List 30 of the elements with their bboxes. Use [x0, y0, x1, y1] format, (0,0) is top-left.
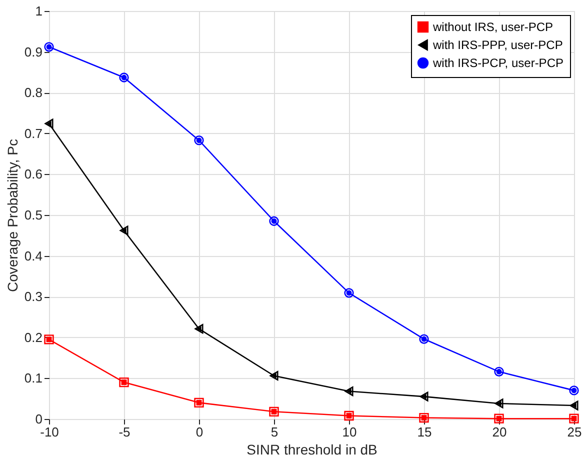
y-tick-label: 0.6 — [24, 166, 42, 182]
legend-label: without IRS, user-PCP — [432, 20, 554, 34]
point — [270, 370, 278, 381]
point — [419, 412, 429, 423]
y-tick-label: 0.1 — [24, 370, 42, 386]
y-tick-label: 0.7 — [24, 126, 42, 141]
point — [344, 386, 354, 396]
y-tick-label: 0.5 — [24, 208, 42, 222]
y-tick-label: 1 — [35, 4, 42, 18]
x-axis-title: SINR threshold in dB — [246, 442, 378, 458]
y-tick-label: 0.3 — [24, 289, 42, 304]
x-tick-label: 25 — [567, 424, 582, 440]
x-tick-label: -5 — [118, 424, 130, 440]
x-tick-label: -10 — [40, 424, 59, 440]
y-tick-label: 0.2 — [24, 330, 42, 345]
x-tick-label: 0 — [196, 424, 204, 440]
x-tick-label: 15 — [417, 424, 432, 440]
x-tick-label: 10 — [342, 424, 357, 440]
y-tick-label: 0.8 — [24, 85, 42, 100]
y-tick-label: 0.9 — [24, 44, 42, 60]
y-tick-label: 0 — [35, 412, 42, 426]
point — [344, 410, 354, 421]
point — [194, 398, 204, 408]
legend-label: with IRS-PCP, user-PCP — [432, 56, 564, 70]
y-axis-title: Coverage Probability, Pc — [4, 138, 20, 292]
y-tick-label: 0.4 — [24, 248, 42, 264]
x-tick-label: 5 — [270, 424, 278, 440]
x-tick-label: 20 — [492, 424, 507, 440]
legend-label: with IRS-PPP, user-PCP — [432, 38, 563, 52]
point — [119, 377, 129, 388]
